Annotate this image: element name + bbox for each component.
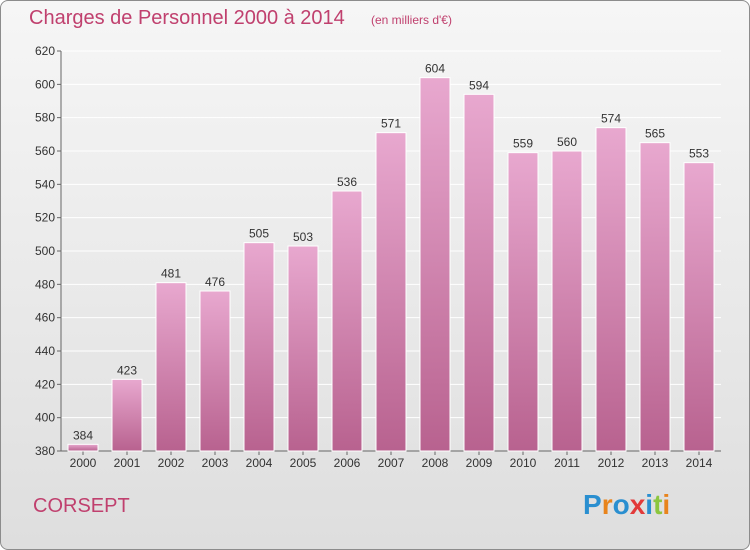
x-tick-label: 2005 (290, 456, 317, 470)
y-tick-label: 380 (35, 444, 55, 458)
data-label: 574 (601, 112, 621, 126)
x-tick-label: 2002 (158, 456, 185, 470)
bar (243, 242, 275, 452)
y-tick-label: 520 (35, 211, 55, 225)
y-tick-label: 500 (35, 244, 55, 258)
chart-title: Charges de Personnel 2000 à 2014 (29, 7, 345, 29)
bar (595, 127, 627, 452)
x-tick-label: 2004 (246, 456, 273, 470)
data-label: 476 (205, 275, 225, 289)
data-label: 503 (293, 230, 313, 244)
x-tick-label: 2014 (686, 456, 713, 470)
y-tick-label: 400 (35, 411, 55, 425)
data-label: 423 (117, 363, 137, 377)
logo-letter: t (653, 489, 663, 520)
x-tick-label: 2000 (70, 456, 97, 470)
y-tick-label: 620 (35, 44, 55, 58)
x-tick-label: 2010 (510, 456, 537, 470)
x-tick-label: 2011 (554, 456, 580, 470)
chart-subtitle: (en milliers d'€) (371, 13, 452, 27)
bar (67, 443, 99, 452)
x-tick-label: 2007 (378, 456, 405, 470)
y-tick-label: 540 (35, 177, 55, 191)
x-tick-label: 2009 (466, 456, 493, 470)
data-label: 560 (557, 135, 577, 149)
bar (683, 162, 715, 452)
bar (463, 93, 495, 452)
bar (287, 245, 319, 452)
y-tick-label: 580 (35, 111, 55, 125)
x-tick-label: 2013 (642, 456, 669, 470)
logo-letter: i (662, 489, 671, 520)
logo-letter: o (612, 489, 630, 520)
bar (551, 150, 583, 452)
y-tick-label: 420 (35, 377, 55, 391)
data-label: 571 (381, 117, 401, 131)
bar (639, 142, 671, 452)
bar (111, 378, 143, 452)
bar (199, 290, 231, 452)
y-tick-label: 440 (35, 344, 55, 358)
x-tick-label: 2012 (598, 456, 625, 470)
bar (507, 152, 539, 452)
data-label: 505 (249, 227, 269, 241)
x-tick-label: 2008 (422, 456, 449, 470)
data-label: 536 (337, 175, 357, 189)
y-tick-label: 480 (35, 277, 55, 291)
x-tick-label: 2003 (202, 456, 229, 470)
data-label: 604 (425, 62, 445, 76)
proxiti-logo: Proxiti (583, 489, 670, 521)
commune-name: CORSEPT (33, 495, 130, 517)
bar (155, 282, 187, 452)
data-label: 481 (161, 267, 181, 281)
y-tick-label: 600 (35, 77, 55, 91)
labels: 380 400 420 440 460 480 500 520 540 560 580 600 620 3… (35, 44, 713, 470)
x-tick-label: 2006 (334, 456, 361, 470)
logo-letter: i (645, 489, 654, 520)
data-label: 384 (73, 428, 93, 442)
logo-letter: x (629, 489, 646, 520)
logo-letter: r (601, 489, 613, 520)
data-label: 559 (513, 137, 533, 151)
y-tick-label: 460 (35, 311, 55, 325)
bars (67, 77, 715, 452)
y-tick-label: 560 (35, 144, 55, 158)
data-label: 594 (469, 78, 489, 92)
bar (419, 77, 451, 452)
logo-letter: P (583, 489, 602, 520)
data-label: 553 (689, 147, 709, 161)
data-label: 565 (645, 127, 665, 141)
bar (331, 190, 363, 452)
x-tick-label: 2001 (114, 456, 141, 470)
bar (375, 132, 407, 452)
